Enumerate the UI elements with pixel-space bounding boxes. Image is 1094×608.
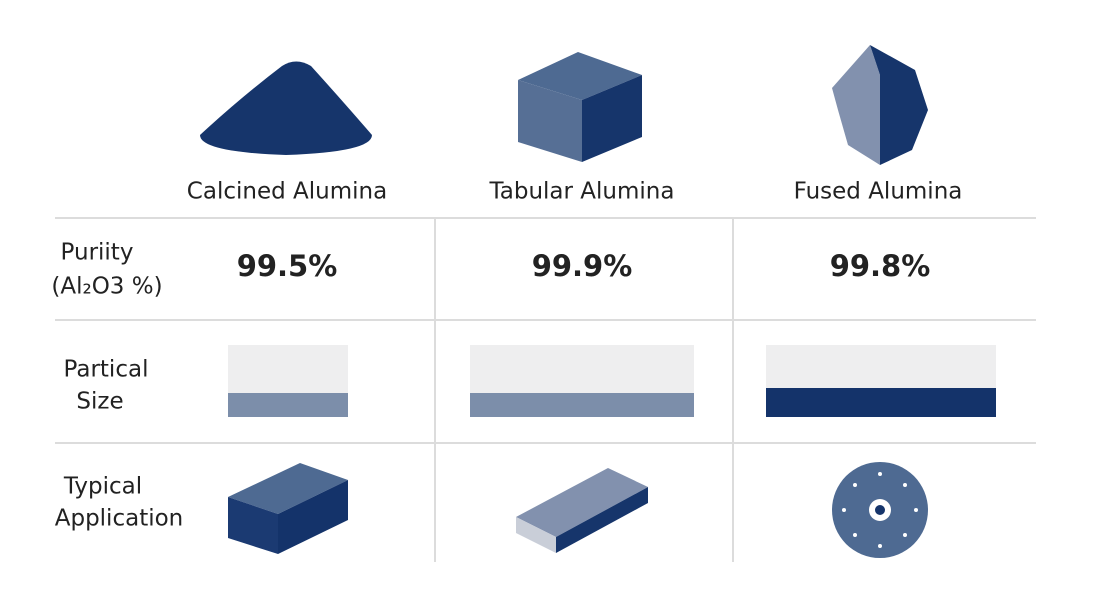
cube-icon [518, 52, 642, 162]
purity-value: 99.8% [830, 249, 931, 283]
cube-left [518, 80, 582, 162]
crystal-right [870, 45, 928, 165]
size-bar [228, 393, 348, 417]
purity-value: 99.5% [237, 249, 338, 283]
brick-top [228, 463, 348, 514]
cube-right [582, 75, 642, 162]
row-label: Application [55, 506, 184, 532]
brick-side [278, 480, 348, 554]
column-header: Calcined Alumina [187, 179, 387, 205]
slab-top [516, 468, 648, 537]
brick-icon [228, 463, 348, 554]
row-label: Puriity [61, 240, 134, 266]
size-bar [766, 388, 996, 417]
row-label: Size [76, 389, 123, 415]
cone-icon [200, 61, 372, 155]
slab-icon [516, 468, 648, 553]
size-bar [470, 393, 694, 417]
crystal-left [832, 45, 880, 165]
slab-side [556, 487, 648, 553]
row-label: Partical [64, 357, 149, 383]
purity-value: 99.9% [532, 249, 633, 283]
column-header: Fused Alumina [794, 179, 963, 205]
column-header: Tabular Alumina [489, 179, 675, 205]
slab-front [516, 517, 556, 553]
cube-top [518, 52, 642, 100]
brick-front [228, 497, 278, 554]
disc-core [875, 505, 885, 515]
crystal-icon [832, 45, 928, 165]
row-label: (Al₂O3 %) [51, 274, 162, 300]
disc-icon [832, 462, 928, 558]
disc-dots [842, 472, 918, 548]
row-label: Typical [63, 474, 142, 500]
